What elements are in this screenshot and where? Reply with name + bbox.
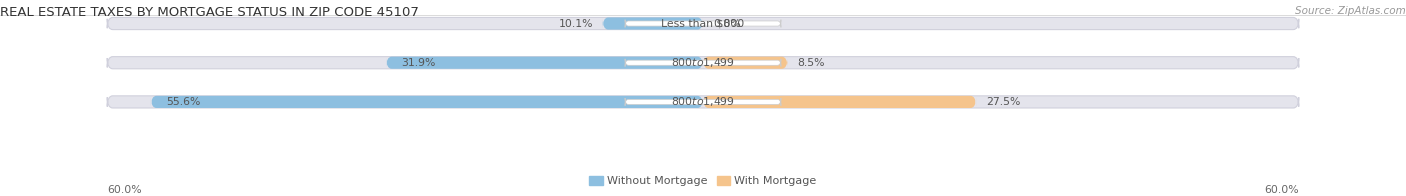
FancyBboxPatch shape <box>107 57 1299 69</box>
Text: REAL ESTATE TAXES BY MORTGAGE STATUS IN ZIP CODE 45107: REAL ESTATE TAXES BY MORTGAGE STATUS IN … <box>0 6 419 19</box>
Text: Source: ZipAtlas.com: Source: ZipAtlas.com <box>1295 6 1406 16</box>
FancyBboxPatch shape <box>150 96 703 108</box>
FancyBboxPatch shape <box>107 96 1299 108</box>
Text: 8.5%: 8.5% <box>797 58 825 68</box>
Text: 31.9%: 31.9% <box>401 58 436 68</box>
FancyBboxPatch shape <box>703 57 787 69</box>
Text: 27.5%: 27.5% <box>986 97 1021 107</box>
Text: $800 to $1,499: $800 to $1,499 <box>671 56 735 69</box>
FancyBboxPatch shape <box>387 57 703 69</box>
Legend: Without Mortgage, With Mortgage: Without Mortgage, With Mortgage <box>585 171 821 191</box>
FancyBboxPatch shape <box>626 59 780 67</box>
Text: 60.0%: 60.0% <box>1264 185 1299 195</box>
Text: 55.6%: 55.6% <box>166 97 200 107</box>
Text: Less than $800: Less than $800 <box>661 18 745 29</box>
Text: 60.0%: 60.0% <box>107 185 142 195</box>
Text: 0.0%: 0.0% <box>713 18 741 29</box>
Text: 10.1%: 10.1% <box>558 18 593 29</box>
FancyBboxPatch shape <box>603 17 703 30</box>
FancyBboxPatch shape <box>626 98 780 106</box>
FancyBboxPatch shape <box>703 96 976 108</box>
FancyBboxPatch shape <box>107 17 1299 30</box>
Text: $800 to $1,499: $800 to $1,499 <box>671 95 735 108</box>
FancyBboxPatch shape <box>626 20 780 27</box>
